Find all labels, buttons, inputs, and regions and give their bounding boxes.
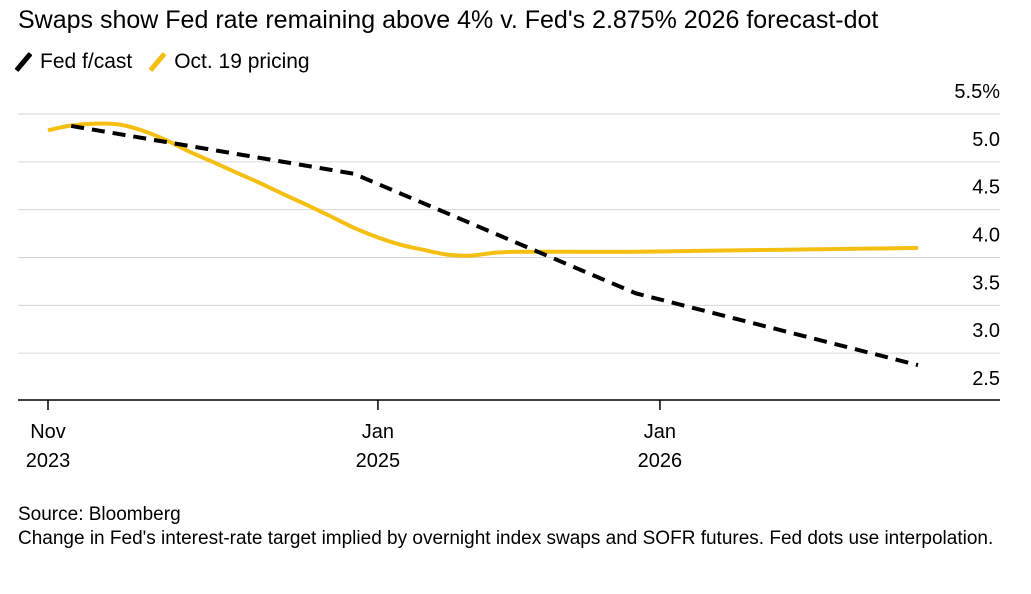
x-tick-label-month-1: Jan (362, 421, 394, 443)
legend: Fed f/cast Oct. 19 pricing (18, 48, 330, 76)
y-tick-label-1: 5.0 (972, 129, 1000, 151)
series-line-fed-forecast (70, 123, 919, 368)
y-tick-label-0: 5.5% (954, 81, 1000, 103)
x-tick-label-month-0: Nov (30, 421, 66, 443)
methodology-note: Change in Fed's interest-rate target imp… (18, 528, 994, 549)
x-tick-label-year-0: 2023 (26, 450, 71, 472)
y-tick-label-5: 3.0 (972, 320, 1000, 342)
x-tick-label-month-2: Jan (644, 421, 676, 443)
y-tick-label-2: 4.5 (972, 177, 1000, 199)
chart-footer: Source: Bloomberg Change in Fed's intere… (18, 503, 1008, 551)
y-tick-label-4: 3.5 (972, 272, 1000, 294)
x-tick-label-year-1: 2025 (356, 450, 401, 472)
legend-label-oct-19-pricing: Oct. 19 pricing (174, 50, 310, 73)
y-tick-label-6: 2.5 (972, 368, 1000, 390)
x-tick-label-year-2: 2026 (638, 450, 683, 472)
series-line-oct-19-pricing (47, 121, 919, 258)
legend-item-fed-forecast: Fed f/cast (18, 50, 132, 74)
legend-label-fed-forecast: Fed f/cast (40, 50, 133, 73)
y-tick-label-3: 4.0 (972, 225, 1000, 247)
chart-title: Swaps show Fed rate remaining above 4% v… (18, 6, 879, 34)
legend-item-oct-19-pricing: Oct. 19 pricing (152, 50, 309, 74)
source-note: Source: Bloomberg (18, 504, 181, 525)
